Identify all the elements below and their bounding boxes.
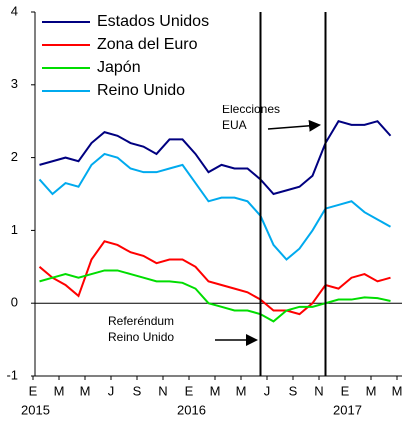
annotation: Reino Unido xyxy=(108,330,174,344)
y-tick-label: 1 xyxy=(11,222,18,237)
y-tick-label: 0 xyxy=(11,295,18,310)
series-line xyxy=(38,240,391,316)
legend-label: Estados Unidos xyxy=(97,13,209,30)
y-tick-label: 4 xyxy=(11,3,18,18)
series-line xyxy=(38,152,391,261)
y-tick-label: 2 xyxy=(11,149,18,164)
annotation: Referéndum xyxy=(108,314,174,328)
x-tick-label: M xyxy=(366,383,377,398)
x-tick-label: J xyxy=(264,383,271,398)
year-label: 2015 xyxy=(21,402,50,417)
year-label: 2016 xyxy=(177,402,206,417)
y-tick-label: 3 xyxy=(11,76,18,91)
arrow xyxy=(267,119,321,132)
year-label: 2017 xyxy=(333,402,362,417)
x-tick-label: M xyxy=(392,383,403,398)
x-tick-label: N xyxy=(314,383,323,398)
x-tick-label: S xyxy=(289,383,298,398)
x-tick-label: M xyxy=(80,383,91,398)
x-tick-label: M xyxy=(210,383,221,398)
legend-label: Zona del Euro xyxy=(97,36,198,53)
series-line xyxy=(39,269,391,323)
x-tick-label: E xyxy=(185,383,194,398)
y-tick-label: -1 xyxy=(6,367,18,382)
annotation: EUA xyxy=(222,118,247,132)
x-tick-label: S xyxy=(133,383,142,398)
series-line xyxy=(39,120,392,196)
x-tick-label: J xyxy=(108,383,115,398)
legend-label: Japón xyxy=(97,59,141,76)
x-tick-label: E xyxy=(341,383,350,398)
x-tick-label: M xyxy=(54,383,65,398)
x-tick-label: N xyxy=(158,383,167,398)
legend-box xyxy=(38,13,250,105)
legend-label: Reino Unido xyxy=(97,82,185,99)
x-tick-label: E xyxy=(29,383,38,398)
x-tick-label: M xyxy=(236,383,247,398)
annotation: Elecciones xyxy=(222,102,280,116)
